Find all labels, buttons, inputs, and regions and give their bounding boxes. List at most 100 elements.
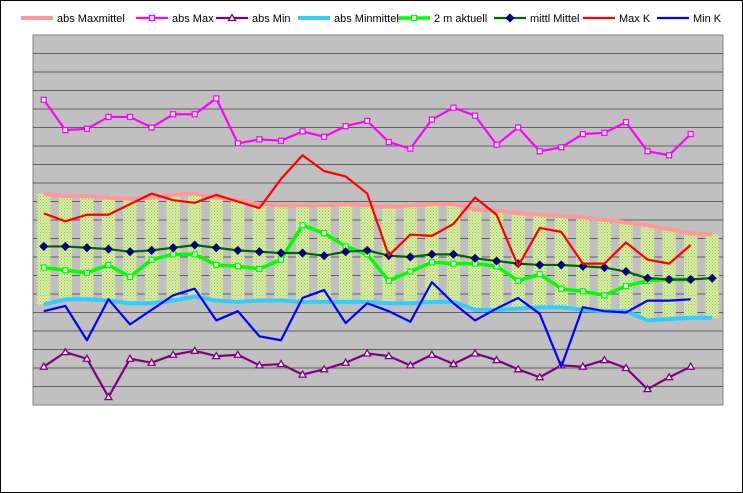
- abs-min-point: [341, 357, 351, 366]
- 2-m-aktuell-point: [126, 273, 134, 280]
- 2-m-aktuell-point: [601, 292, 608, 299]
- 2-m-aktuell-point: [385, 277, 392, 284]
- abs-min-point: [384, 351, 394, 360]
- 2-m-aktuell-point: [536, 271, 543, 278]
- 2-m-aktuell-point: [579, 288, 586, 295]
- abs-min-point: [535, 372, 545, 381]
- legend-item-abs-minmittel: abs Minmittel: [298, 13, 399, 25]
- abs-max-point: [364, 117, 371, 125]
- abs-max-point: [558, 144, 565, 151]
- min-k-line: [43, 281, 691, 368]
- abs-min-point: [319, 364, 329, 373]
- abs-min-point: [448, 359, 459, 368]
- legend-label: abs Minmittel: [334, 13, 399, 25]
- abs-max-point: [40, 96, 47, 103]
- legend-label: mittl Mittel: [530, 13, 580, 25]
- abs-max-point: [665, 152, 673, 159]
- abs-min-point: [664, 372, 674, 381]
- mittl-mittel-point: [362, 245, 372, 255]
- abs-min-point: [427, 349, 437, 358]
- abs-min-point: [491, 355, 502, 364]
- mittl-mittel-point: [470, 253, 480, 263]
- abs-min-point: [254, 360, 265, 369]
- abs-max-point: [644, 148, 651, 155]
- abs-max-point: [62, 126, 69, 134]
- abs-min-point: [578, 361, 588, 370]
- legend-item-mittl-mittel: mittl Mittel: [494, 13, 580, 25]
- mittl-mittel-point: [492, 256, 502, 266]
- abs-min-point: [362, 348, 372, 357]
- mittl-mittel-point: [707, 273, 717, 283]
- abs-min-point: [233, 349, 243, 358]
- 2-m-aktuell-point: [515, 277, 522, 284]
- abs-max-point: [170, 111, 177, 118]
- 2-m-aktuell-point: [105, 261, 112, 269]
- abs-max-point: [687, 130, 694, 138]
- mittl-mittel-point: [556, 260, 566, 270]
- 2-m-aktuell-point: [40, 264, 47, 271]
- legend-item-abs-max: abs Max: [136, 13, 214, 25]
- abs-max-point: [83, 125, 91, 132]
- mittl-mittel-point: [578, 261, 588, 271]
- legend-item-abs-min: abs Min: [216, 13, 291, 25]
- abs-min-point: [276, 359, 286, 368]
- abs-max-point: [471, 112, 479, 119]
- legend-label: abs Max: [172, 13, 214, 25]
- range-band-bar: [619, 222, 633, 312]
- 2-m-aktuell-point: [234, 263, 241, 270]
- legend-label: abs Min: [252, 13, 291, 25]
- legend-item-abs-maxmittel: abs Maxmittel: [21, 13, 125, 25]
- abs-min-point: [39, 361, 49, 370]
- abs-max-point: [148, 124, 155, 131]
- abs-max-point: [536, 148, 543, 155]
- legend: abs Maxmittel abs Max abs Min abs Minmittel…: [21, 13, 722, 25]
- mittl-mittel-point: [535, 260, 545, 270]
- series-abs-min: [39, 346, 696, 401]
- legend-item-max-k: Max K: [583, 13, 651, 25]
- legend-label: 2 m aktuell: [434, 13, 487, 25]
- abs-max-point: [277, 137, 285, 144]
- range-band-bar: [662, 229, 676, 320]
- legend-item-2-m-aktuell: 2 m aktuell: [398, 13, 487, 25]
- mittl-mittel-point: [664, 274, 674, 285]
- abs-min-point: [513, 364, 523, 373]
- abs-max-point: [191, 111, 198, 118]
- abs-min-point: [125, 353, 135, 362]
- abs-max-point: [515, 124, 522, 131]
- series-abs-maxmittel: [43, 191, 713, 237]
- mittl-mittel-point: [276, 248, 286, 258]
- legend-label: Min K: [693, 13, 722, 25]
- mittl-mittel-point: [405, 252, 415, 262]
- mittl-mittel-point: [190, 240, 200, 250]
- range-band-bar: [640, 225, 655, 321]
- 2-m-aktuell-point: [299, 222, 306, 229]
- abs-min-point: [82, 353, 92, 362]
- abs-min-point: [297, 369, 308, 378]
- series-layer: [39, 95, 717, 401]
- abs-min-point: [686, 361, 696, 370]
- mittl-mittel-point: [642, 273, 653, 283]
- abs-min-point: [168, 349, 178, 358]
- mittl-mittel-point: [168, 243, 178, 253]
- abs-max-point: [428, 116, 436, 123]
- abs-max-point: [407, 145, 414, 152]
- abs-max-point: [256, 136, 263, 143]
- abs-max-point: [299, 128, 306, 135]
- abs-max-point: [579, 130, 586, 138]
- abs-max-point: [385, 138, 392, 146]
- abs-max-point: [148, 14, 156, 22]
- abs-min-point: [103, 392, 114, 401]
- mittl-mittel-point: [254, 247, 264, 257]
- abs-maxmittel-line: [43, 191, 713, 237]
- 2-m-aktuell-point: [148, 256, 155, 263]
- abs-max-point: [234, 140, 241, 147]
- legend-label: abs Maxmittel: [57, 13, 125, 25]
- abs-min-point: [146, 357, 157, 366]
- max-k-line: [43, 154, 692, 268]
- 2-m-aktuell-point: [191, 251, 198, 258]
- mittl-mittel-point: [448, 249, 459, 259]
- mittl-mittel-point: [297, 248, 308, 258]
- 2-m-aktuell-point: [83, 269, 91, 277]
